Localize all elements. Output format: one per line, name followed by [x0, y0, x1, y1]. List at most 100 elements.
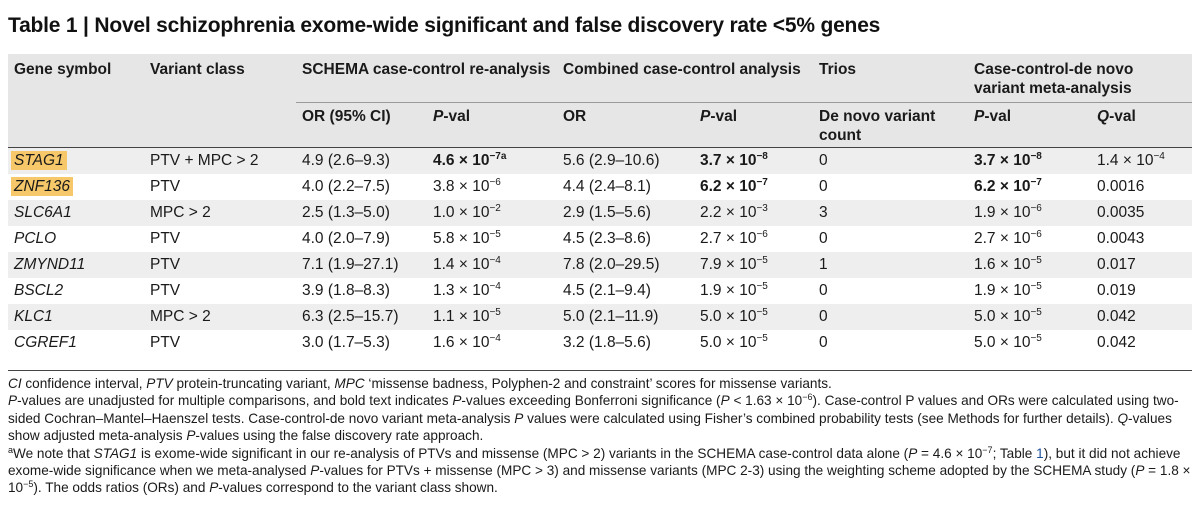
cell-variant-class: PTV	[150, 334, 181, 351]
cell-combined-pval: 7.9 × 10−5	[700, 255, 768, 274]
header-combined-pval: P-val	[694, 102, 813, 148]
table-row: STAG1 PTV + MPC > 2 4.9 (2.6–9.3) 4.6 × 10−…	[8, 147, 1193, 175]
cell-schema-pval: 1.4 × 10−4	[433, 255, 501, 274]
cell-combined-or: 4.4 (2.4–8.1)	[563, 178, 651, 195]
cell-schema-pval: 3.8 × 10−6	[433, 177, 501, 196]
table-title: Table 1 | Novel schizophrenia exome-wide…	[8, 14, 881, 37]
table-row: ZNF136 PTV 4.0 (2.2–7.5) 3.8 × 10−6 4.4 (2.4…	[8, 174, 1192, 200]
cell-combined-pval: 5.0 × 10−5	[700, 333, 768, 352]
table-row: BSCL2 PTV 3.9 (1.8–8.3) 1.3 × 10−4 4.5 (2.1–…	[8, 278, 1192, 304]
cell-denovo-count: 3	[819, 204, 828, 221]
header-trios-group: Trios	[819, 61, 857, 78]
cell-combined-or: 4.5 (2.1–9.4)	[563, 282, 651, 299]
cell-gene-symbol: SLC6A1	[14, 204, 72, 221]
cell-meta-pval: 6.2 × 10−7	[974, 177, 1042, 196]
cell-schema-or: 3.0 (1.7–5.3)	[302, 334, 390, 351]
header-meta-pval: P-val	[968, 102, 1091, 148]
table-body: STAG1 PTV + MPC > 2 4.9 (2.6–9.3) 4.6 × 10−…	[8, 147, 1193, 357]
cell-denovo-count: 0	[819, 282, 828, 299]
cell-denovo-count: 0	[819, 230, 828, 247]
cell-denovo-count: 0	[819, 152, 828, 169]
cell-schema-or: 4.0 (2.2–7.5)	[302, 178, 390, 195]
cell-schema-or: 6.3 (2.5–15.7)	[302, 308, 399, 325]
header-variant-class: Variant class	[150, 61, 245, 78]
cell-meta-qval: 0.019	[1097, 282, 1136, 299]
cell-combined-pval: 1.9 × 10−5	[700, 281, 768, 300]
table-row: ZMYND11 PTV 7.1 (1.9–27.1) 1.4 × 10−4 7.8 (2…	[8, 252, 1193, 278]
cell-combined-pval: 3.7 × 10−8	[700, 151, 768, 170]
footnote-statistics: P-values are unadjusted for multiple com…	[8, 392, 1179, 444]
gene-highlight: ZNF136	[11, 177, 73, 196]
results-table: Gene symbol Variant class SCHEMA case-co…	[8, 54, 1193, 357]
cell-combined-or: 5.6 (2.9–10.6)	[563, 152, 660, 169]
cell-gene-symbol: CGREF1	[14, 334, 77, 351]
cell-gene-symbol: STAG1	[8, 148, 144, 175]
table-row: PCLO PTV 4.0 (2.0–7.9) 5.8 × 10−5 4.5 (2.3–8…	[8, 226, 1192, 252]
cell-schema-pval: 1.3 × 10−4	[433, 281, 501, 300]
cell-gene-symbol: ZMYND11	[14, 256, 86, 273]
cell-combined-or: 4.5 (2.3–8.6)	[563, 230, 651, 247]
header-schema-group: SCHEMA case-control re-analysis	[302, 61, 551, 78]
cell-variant-class: PTV	[150, 178, 181, 195]
cell-combined-or: 5.0 (2.1–11.9)	[563, 308, 659, 325]
header-combined-group: Combined case-control analysis	[563, 61, 801, 78]
header-schema-pval: P-val	[427, 102, 557, 148]
cell-meta-qval: 1.4 × 10−4	[1097, 151, 1165, 170]
cell-denovo-count: 0	[819, 178, 828, 195]
cell-meta-pval: 5.0 × 10−5	[974, 333, 1042, 352]
cell-gene-symbol: KLC1	[14, 308, 53, 325]
cell-combined-pval: 2.2 × 10−3	[700, 203, 768, 222]
cell-schema-pval: 1.6 × 10−4	[433, 333, 501, 352]
cell-variant-class: MPC > 2	[150, 204, 211, 221]
cell-meta-qval: 0.017	[1097, 256, 1136, 273]
header-meta-qval: Q-val	[1091, 102, 1193, 148]
cell-schema-or: 3.9 (1.8–8.3)	[302, 282, 390, 299]
cell-schema-pval: 1.1 × 10−5	[433, 307, 501, 326]
cell-schema-or: 7.1 (1.9–27.1)	[302, 256, 399, 273]
footnote-a: aWe note that STAG1 is exome-wide signif…	[8, 444, 1191, 496]
header-combined-or: OR	[557, 102, 694, 148]
cell-meta-qval: 0.042	[1097, 308, 1136, 325]
cell-gene-symbol: ZNF136	[8, 174, 144, 200]
cell-variant-class: PTV	[150, 282, 181, 299]
cell-denovo-count: 0	[819, 308, 828, 325]
cell-meta-pval: 1.6 × 10−5	[974, 255, 1042, 274]
table-row: SLC6A1 MPC > 2 2.5 (1.3–5.0) 1.0 × 10−2 2.9 …	[8, 200, 1193, 226]
cell-meta-pval: 3.7 × 10−8	[974, 151, 1042, 170]
cell-combined-or: 2.9 (1.5–5.6)	[563, 204, 651, 221]
table-row: CGREF1 PTV 3.0 (1.7–5.3) 1.6 × 10−4 3.2 (1.8…	[8, 330, 1192, 356]
cell-schema-or: 4.9 (2.6–9.3)	[302, 152, 390, 169]
cell-meta-pval: 1.9 × 10−5	[974, 281, 1042, 300]
cell-meta-pval: 1.9 × 10−6	[974, 203, 1042, 222]
cell-meta-qval: 0.0035	[1097, 204, 1145, 221]
cell-meta-qval: 0.0016	[1097, 178, 1145, 195]
cell-schema-pval: 1.0 × 10−2	[433, 203, 501, 222]
cell-denovo-count: 0	[819, 334, 828, 351]
cell-schema-pval: 4.6 × 10−7a	[433, 151, 507, 170]
header-meta-group: Case-control-de novo variant meta-analys…	[974, 61, 1134, 97]
cell-gene-symbol: PCLO	[14, 230, 57, 247]
cell-schema-or: 4.0 (2.0–7.9)	[302, 230, 390, 247]
header-denovo-count: De novo variant count	[813, 102, 968, 148]
header-row-groups: Gene symbol Variant class SCHEMA case-co…	[8, 54, 1193, 103]
cell-combined-pval: 6.2 × 10−7	[700, 177, 768, 196]
cell-combined-or: 3.2 (1.8–5.6)	[563, 334, 651, 351]
cell-combined-pval: 2.7 × 10−6	[700, 229, 768, 248]
cell-combined-pval: 5.0 × 10−5	[700, 307, 768, 326]
cell-variant-class: PTV	[150, 256, 181, 273]
cell-meta-pval: 2.7 × 10−6	[974, 229, 1042, 248]
cell-meta-pval: 5.0 × 10−5	[974, 307, 1042, 326]
cell-schema-or: 2.5 (1.3–5.0)	[302, 204, 390, 221]
cell-meta-qval: 0.042	[1097, 334, 1136, 351]
table-reference-link[interactable]: 1	[1036, 445, 1044, 461]
cell-combined-or: 7.8 (2.0–29.5)	[563, 256, 660, 273]
gene-highlight: STAG1	[11, 151, 67, 170]
table-bottom-rule	[8, 370, 1192, 371]
cell-gene-symbol: BSCL2	[14, 282, 64, 299]
header-schema-or: OR (95% CI)	[296, 102, 427, 148]
footnote-abbreviations: CI confidence interval, PTV protein-trun…	[8, 376, 832, 391]
cell-schema-pval: 5.8 × 10−5	[433, 229, 501, 248]
cell-variant-class: PTV + MPC > 2	[150, 152, 259, 169]
cell-variant-class: PTV	[150, 230, 181, 247]
